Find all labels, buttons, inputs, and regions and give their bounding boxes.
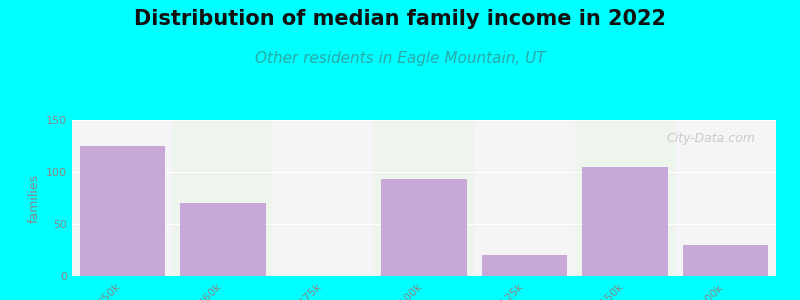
Bar — [273, 120, 374, 276]
Bar — [575, 120, 675, 276]
Bar — [683, 245, 769, 276]
Bar — [374, 120, 474, 276]
Bar — [675, 120, 776, 276]
Bar — [482, 255, 567, 276]
Text: Other residents in Eagle Mountain, UT: Other residents in Eagle Mountain, UT — [254, 51, 546, 66]
Bar — [79, 146, 165, 276]
Text: Distribution of median family income in 2022: Distribution of median family income in … — [134, 9, 666, 29]
Y-axis label: families: families — [27, 173, 41, 223]
Bar — [173, 120, 273, 276]
Bar — [180, 203, 266, 276]
Bar — [382, 179, 466, 276]
Bar — [582, 167, 668, 276]
Bar — [72, 120, 173, 276]
Bar — [474, 120, 575, 276]
Text: City-Data.com: City-Data.com — [666, 133, 755, 146]
